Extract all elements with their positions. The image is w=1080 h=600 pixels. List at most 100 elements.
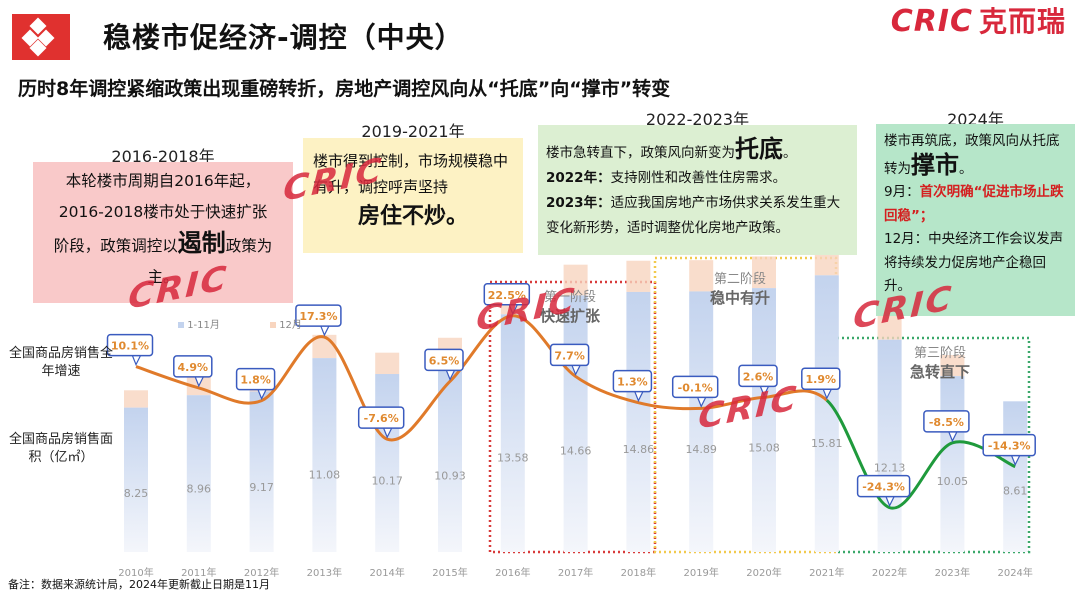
bar-dec	[124, 390, 148, 408]
period-year-3: 2022-2023年	[645, 110, 750, 129]
x-tick-label: 2012年	[244, 566, 279, 579]
x-tick-label: 2010年	[118, 566, 153, 579]
area-value-label: 15.08	[748, 442, 780, 455]
legend-jan-nov: 1-11月	[178, 316, 220, 331]
x-tick-label: 2011年	[181, 566, 216, 579]
bar-dec	[940, 355, 965, 377]
area-value-label: 14.86	[623, 443, 655, 456]
growth-axis-label: 全国商品房销售全年增速	[8, 346, 113, 379]
growth-callout	[738, 364, 778, 388]
growth-value-label: -7.6%	[364, 412, 399, 425]
callout-tail	[1010, 454, 1021, 467]
page-title: 稳楼市促经济-调控（中央）	[103, 21, 464, 54]
growth-callout	[357, 406, 405, 429]
bar-jan-nov	[1003, 401, 1028, 552]
callout-tail	[257, 388, 268, 401]
brand-cn: 克而瑞	[978, 5, 1066, 38]
growth-value-label: -14.3%	[988, 440, 1031, 453]
callout-tail	[822, 387, 833, 400]
growth-callout	[424, 348, 464, 372]
growth-value-label: 7.7%	[554, 349, 585, 362]
growth-value-label: -8.5%	[929, 416, 964, 429]
bar-jan-nov	[312, 358, 337, 552]
growth-callout	[295, 304, 342, 327]
area-axis-label: 全国商品房销售面积（亿㎡）	[8, 432, 113, 465]
callout-tail	[508, 303, 519, 316]
x-tick-label: 2022年	[872, 566, 907, 579]
bar-dec	[752, 256, 776, 289]
bar-jan-nov	[814, 275, 839, 552]
logo-icon	[12, 14, 70, 60]
stage-2-box	[653, 256, 838, 554]
growth-value-label: -0.1%	[678, 381, 713, 394]
callout-tail	[571, 364, 582, 376]
bar-dec	[689, 260, 714, 292]
growth-value-label: 2.6%	[743, 370, 774, 383]
bar-jan-nov	[375, 374, 400, 552]
x-tick-label: 2015年	[432, 566, 467, 579]
growth-value-label: 6.5%	[429, 354, 460, 367]
bar-dec	[375, 352, 400, 375]
area-value-label: 14.66	[560, 445, 592, 458]
bar-jan-nov	[752, 288, 776, 552]
period-box-2: 楼市得到控制，市场规模稳中有升，调控呼声坚持 房住不炒。	[303, 138, 523, 253]
growth-callout	[106, 333, 154, 357]
area-value-label: 10.93	[434, 469, 466, 482]
period-box-1: 本轮楼市周期自2016年起， 2016-2018楼市处于快速扩张 阶段，政策调控以遏…	[33, 162, 293, 303]
area-value-label: 11.08	[309, 468, 341, 481]
callout-tail	[696, 396, 707, 408]
x-tick-label: 2023年	[935, 566, 970, 579]
period-box-4: 楼市再筑底，政策风向从托底转为撑市。 9月：首次明确“促进市场止跌回稳”； 12月：…	[876, 124, 1075, 316]
growth-callout	[612, 369, 653, 393]
area-value-label: 9.17	[249, 481, 274, 494]
x-tick-label: 2013年	[307, 566, 342, 579]
callout-tail	[633, 390, 644, 403]
legend-dec: 12月	[270, 316, 302, 331]
growth-callout	[235, 367, 276, 391]
callout-tail	[194, 375, 205, 388]
x-tick-label: 2020年	[746, 566, 781, 579]
growth-callout	[671, 375, 719, 399]
x-tick-label: 2021年	[809, 566, 844, 579]
bar-jan-nov	[689, 291, 714, 552]
callout-tail	[947, 430, 958, 443]
area-value-label: 14.89	[685, 443, 717, 456]
growth-value-label: 1.9%	[806, 373, 837, 386]
area-value-label: 8.96	[187, 482, 212, 495]
growth-value-label: 17.3%	[299, 310, 337, 323]
growth-line-2021-2024	[825, 399, 1016, 510]
growth-callout	[982, 433, 1036, 457]
bar-jan-nov	[877, 339, 902, 552]
bar-dec	[877, 314, 902, 340]
bar-jan-nov	[563, 295, 588, 552]
growth-callout	[923, 410, 970, 433]
period-year-2: 2019-2021年	[361, 122, 465, 141]
period-box-3: 楼市急转直下，政策风向新变为托底。 2022年：支持刚性和改善性住房需求。 2023…	[538, 125, 857, 255]
growth-value-label: 1.8%	[240, 374, 271, 387]
bar-dec	[626, 260, 651, 292]
brand-logo: CRIC 克而瑞	[891, 0, 1066, 40]
area-value-label: 13.58	[497, 452, 529, 465]
growth-callout	[173, 355, 213, 378]
period-year-1: 2016-2018年	[111, 147, 215, 166]
callout-tail	[445, 369, 456, 381]
growth-value-label: 10.1%	[111, 340, 149, 353]
bar-jan-nov	[249, 391, 274, 552]
bar-jan-nov	[186, 395, 211, 552]
callout-tail	[319, 324, 330, 337]
growth-value-label: 4.9%	[178, 361, 209, 374]
area-value-label: 15.81	[811, 437, 843, 450]
bar-dec	[563, 264, 588, 296]
brand-latin: CRIC	[890, 4, 973, 39]
area-value-label: 8.61	[1003, 485, 1028, 498]
area-value-label: 8.25	[124, 487, 149, 500]
callout-tail	[885, 495, 896, 508]
growth-callout	[483, 283, 531, 306]
bar-jan-nov	[124, 407, 148, 552]
growth-callout	[856, 474, 911, 498]
x-tick-label: 2019年	[683, 566, 718, 579]
area-value-label: 10.17	[371, 474, 403, 487]
growth-value-label: 22.5%	[488, 289, 526, 302]
subtitle: 历时8年调控紧缩政策出现重磅转折，房地产调控风向从“托底”向“撑市”转变	[18, 78, 671, 100]
